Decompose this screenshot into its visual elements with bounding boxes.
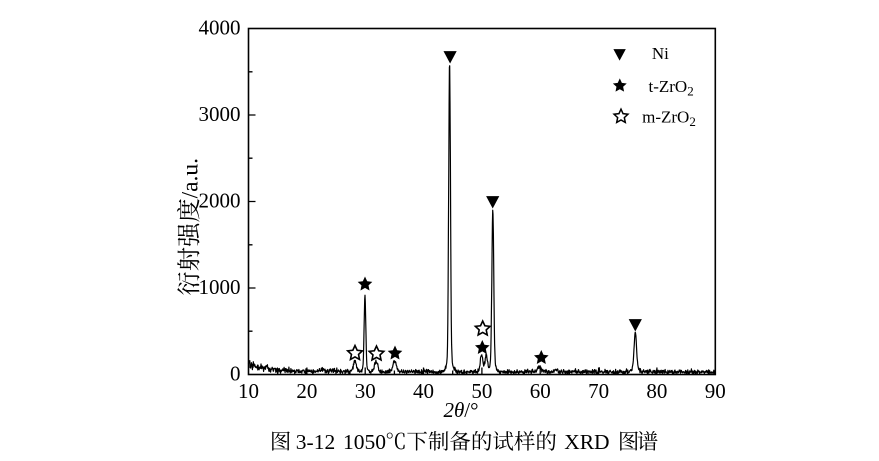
svg-text:70: 70	[588, 379, 609, 403]
svg-text:1050: 1050	[343, 430, 386, 454]
svg-text:0: 0	[230, 362, 241, 386]
svg-text:60: 60	[530, 379, 551, 403]
svg-text:XRD: XRD	[564, 430, 609, 454]
svg-text:2000: 2000	[199, 189, 241, 213]
svg-text:m-ZrO2: m-ZrO2	[642, 108, 696, 130]
svg-text:50: 50	[471, 379, 492, 403]
svg-text:20: 20	[296, 379, 317, 403]
svg-text:3000: 3000	[199, 102, 241, 126]
svg-text:4000: 4000	[199, 16, 241, 40]
svg-text:t-ZrO2: t-ZrO2	[649, 77, 694, 99]
svg-text:80: 80	[646, 379, 667, 403]
svg-text:30: 30	[355, 379, 376, 403]
svg-text:3-12: 3-12	[296, 430, 335, 454]
svg-text:/a.u.: /a.u.	[178, 158, 204, 198]
svg-text:1000: 1000	[199, 275, 241, 299]
svg-text:Ni: Ni	[652, 44, 669, 63]
svg-text:90: 90	[705, 379, 726, 403]
svg-text:10: 10	[238, 379, 259, 403]
svg-text:40: 40	[413, 379, 434, 403]
svg-text:2θ/°: 2θ/°	[443, 398, 478, 422]
